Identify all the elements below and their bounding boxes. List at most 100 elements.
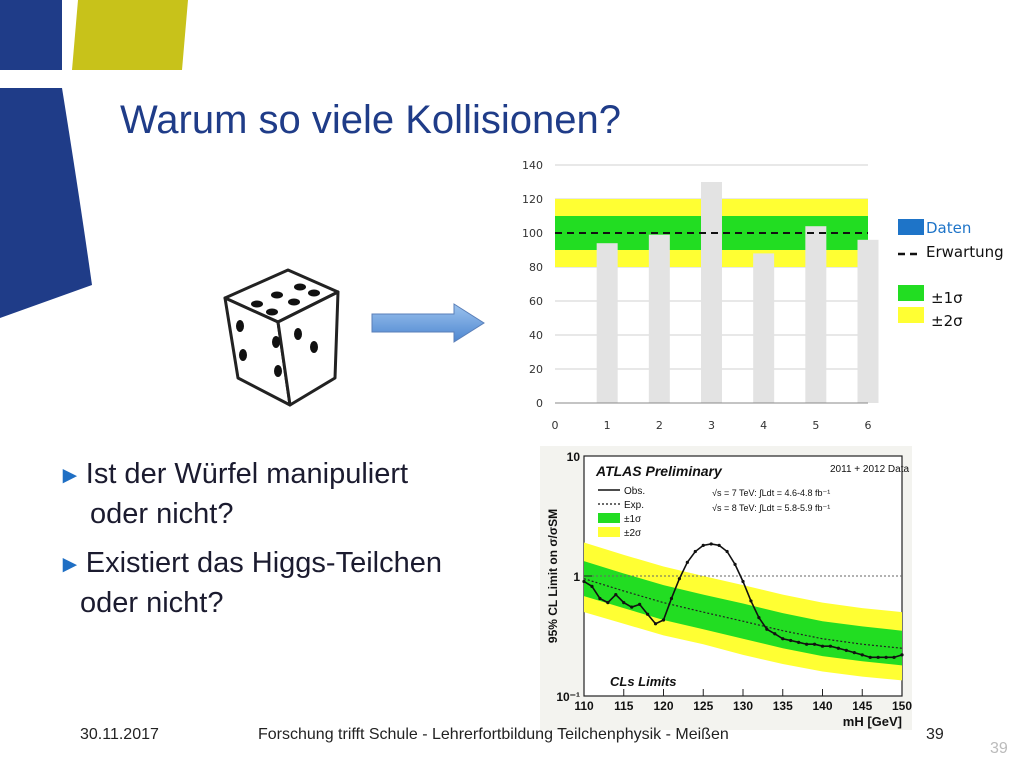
observed-point: [598, 596, 602, 601]
bullet-1-text: Ist der Würfel manipuliert: [85, 458, 409, 490]
observed-point: [749, 599, 753, 603]
observed-point: [820, 644, 825, 648]
y-axis-label: 95% CL Limit on σ/σSM: [546, 509, 560, 643]
legend-label-1sigma: ±1σ: [931, 289, 963, 307]
bar: [596, 243, 618, 403]
observed-point: [860, 653, 864, 657]
x-tick-label: 110: [574, 699, 594, 713]
footer-page-number: 39: [926, 726, 944, 743]
x-tick-label: 5: [812, 419, 819, 432]
observed-point: [757, 616, 761, 620]
deco-yellow-parallelogram: [72, 0, 188, 70]
dice-bar-chart: 0 20 40 60 80 100 120 140 0 1 2 3 4 5 6 Daten Erwartung ±…: [522, 159, 1004, 432]
observed-point: [900, 653, 904, 657]
observed-point: [709, 542, 713, 546]
observed-point: [693, 549, 697, 554]
y-tick-label: 100: [522, 227, 543, 240]
y-tick-label: 0: [536, 397, 543, 410]
slide-title: Warum so viele Kollisionen?: [120, 98, 621, 142]
legend-label-2sigma: ±2σ: [624, 528, 642, 539]
legend-label-exp: Exp.: [624, 500, 644, 511]
observed-point: [590, 584, 594, 588]
legend-label-obs: Obs.: [624, 486, 645, 497]
band-1sigma: [584, 561, 902, 666]
legend-swatch-1sigma: [898, 285, 924, 301]
observed-point: [638, 602, 642, 606]
legend-label-daten: Daten: [926, 219, 971, 237]
y-tick-label: 40: [529, 329, 543, 342]
legend-swatch-2sigma: [598, 527, 620, 537]
bullet-item-2: ► Existiert das Higgs-Teilchen: [58, 547, 442, 580]
atlas-title: ATLAS Preliminary: [595, 463, 723, 479]
bullet-2-text: Existiert das Higgs-Teilchen: [85, 547, 442, 579]
observed-point: [892, 655, 896, 659]
observed-point: [828, 644, 833, 648]
observed-point: [844, 648, 848, 652]
y-tick-label: 20: [529, 363, 543, 376]
bullet-marker-icon: ►: [58, 462, 82, 489]
x-tick-label: 1: [604, 419, 611, 432]
dice-icon: [223, 268, 340, 407]
observed-point: [669, 596, 674, 601]
observed-point: [685, 560, 689, 564]
observed-point: [661, 618, 666, 622]
x-tick-label: 125: [693, 699, 713, 713]
x-tick-label: 2: [656, 419, 663, 432]
x-tick-label: 130: [733, 699, 753, 713]
series-expected: [583, 578, 903, 649]
observed-point: [765, 627, 769, 631]
observed-point: [630, 605, 634, 609]
legend-swatch-1sigma: [598, 513, 620, 523]
energy-line-7tev: √s = 7 TeV: ∫Ldt = 4.6-4.8 fb⁻¹: [712, 488, 830, 498]
ghost-page-number: 39: [990, 740, 1008, 757]
right-arrow-icon: [371, 303, 485, 343]
observed-point: [582, 579, 586, 584]
observed-point: [812, 642, 817, 646]
bullet-1-continuation: oder nicht?: [90, 498, 234, 530]
deco-blue-swoosh: [0, 88, 92, 318]
observed-point: [606, 601, 610, 605]
bullet-item-1: ► Ist der Würfel manipuliert: [58, 458, 408, 491]
deco-blue-square: [0, 0, 62, 70]
observed-point: [725, 549, 729, 554]
observed-point: [876, 655, 880, 659]
legend-label-erwartung: Erwartung: [926, 243, 1004, 261]
x-tick-label: 0: [552, 419, 559, 432]
legend-label-2sigma: ±2σ: [931, 312, 963, 330]
energy-line-8tev: √s = 8 TeV: ∫Ldt = 5.8-5.9 fb⁻¹: [712, 503, 830, 513]
observed-point: [614, 592, 618, 597]
x-tick-label: 4: [760, 419, 767, 432]
observed-point: [868, 655, 872, 659]
observed-point: [852, 650, 856, 655]
observed-point: [717, 543, 721, 547]
y-tick-label: 60: [529, 295, 543, 308]
observed-point: [646, 612, 650, 616]
observed-point: [733, 562, 737, 566]
x-tick-label: 145: [852, 699, 872, 713]
y-tick-label: 140: [522, 159, 543, 172]
y-tick-label: 120: [522, 193, 543, 206]
y-tick-label: 80: [529, 261, 543, 274]
bar: [753, 253, 775, 403]
y-tick-label: 1: [573, 570, 580, 584]
observed-point: [884, 655, 888, 659]
observed-point: [741, 579, 745, 584]
bar: [805, 226, 827, 403]
data-label: 2011 + 2012 Data: [830, 464, 909, 475]
observed-point: [701, 543, 705, 547]
observed-point: [781, 637, 785, 641]
legend-label-1sigma: ±1σ: [624, 514, 642, 525]
x-tick-label: 6: [865, 419, 872, 432]
x-tick-label: 135: [773, 699, 793, 713]
x-tick-label: 120: [653, 699, 673, 713]
observed-point: [836, 646, 840, 650]
observed-point: [773, 632, 777, 636]
y-tick-label: 10: [567, 450, 581, 464]
x-tick-label: 115: [614, 699, 634, 713]
y-tick-label: 10⁻¹: [556, 690, 580, 704]
bullet-2-continuation: oder nicht?: [80, 587, 224, 619]
observed-point: [797, 640, 801, 644]
x-tick-label: 140: [812, 699, 832, 713]
x-tick-label: 3: [708, 419, 715, 432]
